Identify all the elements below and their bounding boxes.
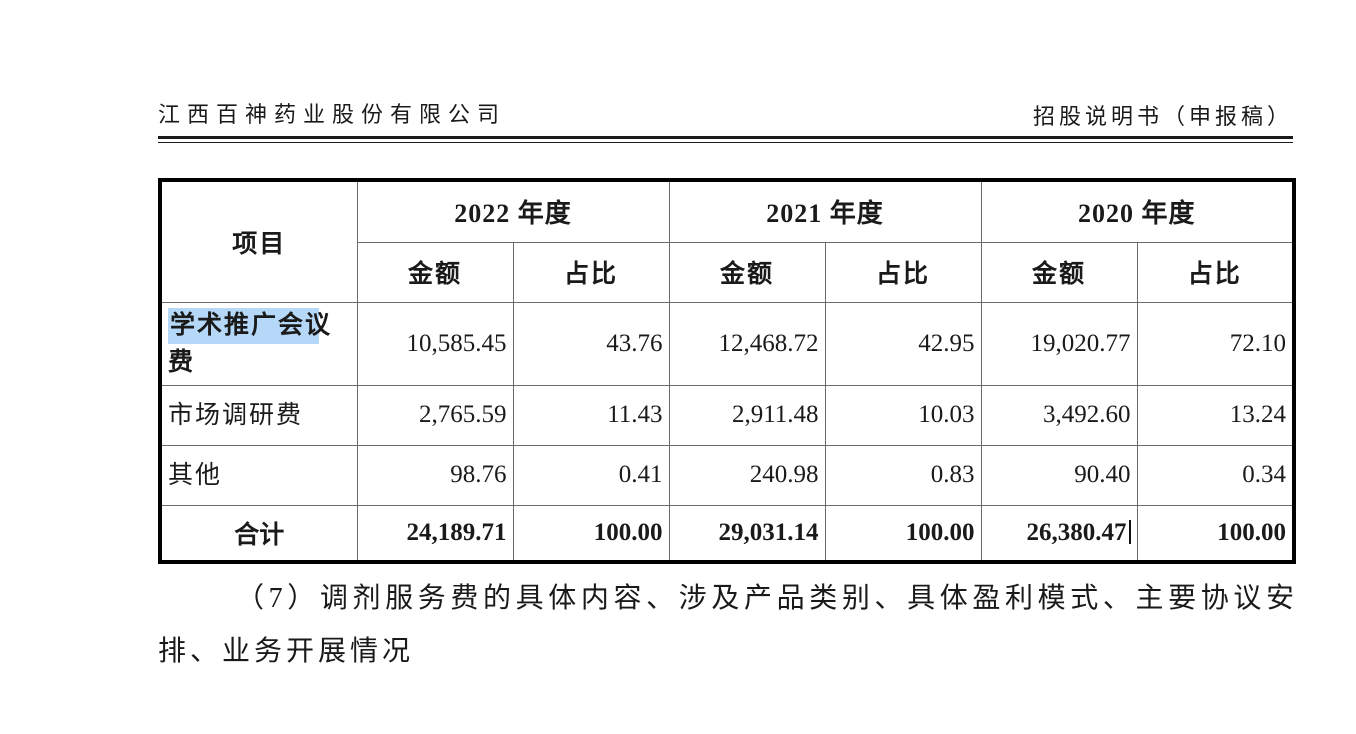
col-header-ratio-2021: 占比 [824, 241, 982, 303]
ratio-cell: 100.00 [824, 504, 982, 563]
ratio-cell: 11.43 [512, 384, 670, 446]
running-head-document-type: 招股说明书（申报稿） [1032, 104, 1293, 129]
paragraph-item-7: （7）调剂服务费的具体内容、涉及产品类别、具体盈利模式、主要协议安排、业务开展情… [158, 583, 1298, 667]
table-row-other: 其他 98.76 0.41 240.98 0.83 90.40 0.34 [159, 444, 1295, 506]
amount-cell: 90.40 [980, 444, 1138, 506]
ratio-cell: 72.10 [1136, 301, 1295, 386]
ratio-cell: 42.95 [824, 301, 982, 386]
text-cursor [1128, 519, 1131, 544]
table-row-market-research: 市场调研费 2,765.59 11.43 2,911.48 10.03 3,49… [159, 384, 1295, 446]
row-label-rest: 议费 [168, 311, 333, 376]
row-label[interactable]: 学术推广会议费 [159, 301, 358, 386]
expense-table: 项目 2022 年度 2021 年度 2020 年度 金额 占比 金额 占比 金… [158, 178, 1297, 564]
col-header-amount-2020: 金额 [980, 241, 1138, 303]
col-header-amount-2021: 金额 [668, 241, 826, 303]
amount-cell-with-cursor[interactable]: 26,380.47 [980, 504, 1138, 563]
row-label-total: 合计 [159, 504, 358, 563]
amount-cell: 12,468.72 [668, 301, 826, 386]
table-header-row-years: 项目 2022 年度 2021 年度 2020 年度 [159, 179, 1295, 303]
col-header-year-2022: 2022 年度 [356, 179, 670, 243]
row-label: 市场调研费 [159, 384, 358, 446]
amount-cell: 10,585.45 [356, 301, 514, 386]
col-header-amount-2022: 金额 [356, 241, 514, 303]
col-header-item: 项目 [159, 179, 358, 303]
amount-value: 26,380.47 [1026, 518, 1127, 546]
ratio-cell: 0.83 [824, 444, 982, 506]
amount-cell: 19,020.77 [980, 301, 1138, 386]
col-header-year-2020: 2020 年度 [980, 179, 1295, 243]
amount-cell: 29,031.14 [668, 504, 826, 563]
running-head-company-name: 江西百神药业股份有限公司 [158, 102, 507, 127]
amount-cell: 2,911.48 [668, 384, 826, 446]
amount-cell: 3,492.60 [980, 384, 1138, 446]
ratio-cell: 0.41 [512, 444, 670, 506]
table-row-total: 合计 24,189.71 100.00 29,031.14 100.00 26,… [159, 504, 1295, 563]
ratio-cell: 0.34 [1136, 444, 1295, 506]
amount-cell: 24,189.71 [356, 504, 514, 563]
col-header-ratio-2022: 占比 [512, 241, 670, 303]
amount-cell: 2,765.59 [356, 384, 514, 446]
selection-highlight: 学术推广会 [168, 307, 320, 344]
table-row-academic-promotion: 学术推广会议费 10,585.45 43.76 12,468.72 42.95 … [159, 301, 1295, 386]
ratio-cell: 13.24 [1136, 384, 1295, 446]
ratio-cell: 10.03 [824, 384, 982, 446]
header-rule [158, 136, 1293, 143]
amount-cell: 98.76 [356, 444, 514, 506]
ratio-cell: 100.00 [1136, 504, 1295, 563]
col-header-year-2021: 2021 年度 [668, 179, 982, 243]
col-header-ratio-2020: 占比 [1136, 241, 1295, 303]
ratio-cell: 43.76 [512, 301, 670, 386]
amount-cell: 240.98 [668, 444, 826, 506]
row-label: 其他 [159, 444, 358, 506]
ratio-cell: 100.00 [512, 504, 670, 563]
